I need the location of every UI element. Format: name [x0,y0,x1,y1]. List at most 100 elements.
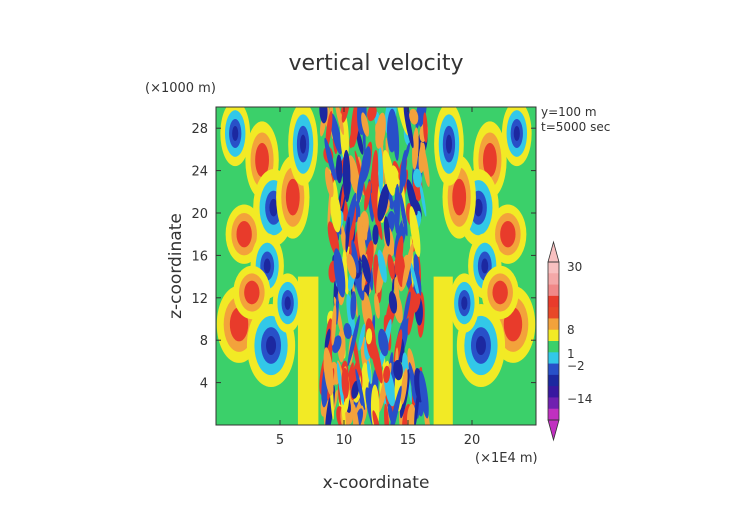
plume-streak [409,259,420,299]
plume-streak [361,254,371,284]
lobe-inner [244,280,260,305]
lobe-core [461,296,468,310]
plume-streak [364,180,372,211]
colorbar-label: −14 [567,392,592,406]
plume-streak [387,254,395,280]
plume-streak [394,235,404,276]
plume-streak [336,154,343,184]
plume-streak [355,368,366,411]
plume-streak [396,258,405,287]
plume-streak [383,365,391,383]
y-tick-label: 24 [191,165,208,180]
plume-streak [346,293,356,337]
plume-streak [377,183,389,222]
lobe-core [474,198,483,217]
side-band-1 [433,276,453,425]
colorbar-label: 8 [567,323,575,337]
colorbar-segment [548,341,559,353]
plume-streak [324,166,334,198]
colorbar-segment [548,329,559,342]
x-tick-label: 10 [336,433,353,448]
plume-streak [336,361,344,406]
y-tick-label: 16 [191,249,208,264]
colorbar-segment [548,284,559,297]
y-axis: 4 8 12 16 20 24 28 [191,122,536,392]
colorbar-label: 30 [567,260,582,274]
plume-streak [375,112,386,149]
lobe-core [284,296,291,310]
plume-streak [388,291,398,314]
y-tick-label: 4 [200,377,208,392]
colorbar-segment [548,397,559,410]
y-tick-label: 20 [191,207,208,222]
plume-streak [409,108,419,125]
plume-streak [384,403,390,425]
y-tick-label: 28 [191,122,208,137]
plume-streak [413,254,420,276]
plume-streak [360,146,371,183]
plume-streak [358,323,366,351]
x-tick-label: 20 [464,433,481,448]
colorbar-segment [548,363,559,376]
plume-streak [377,249,387,283]
plume-streak [347,155,361,196]
y-tick-label: 12 [191,292,208,307]
plume-streak [356,130,364,155]
x-tick-label: 5 [276,433,284,448]
plume-streak [351,239,359,274]
lobe-inner [236,221,252,248]
plot-area [216,107,536,425]
annotation-y: y=100 m [541,105,597,119]
colorbar-label: −2 [567,359,585,373]
y-axis-label: z-coordinate [166,213,186,319]
plume-streak [371,149,379,199]
annotation-t: t=5000 sec [541,120,610,134]
plume-streak [409,206,421,258]
plume-streak [399,149,407,194]
plume-streak [327,221,340,256]
plume-streak [378,146,384,196]
lobe-core [475,336,486,355]
colorbar-top-arrow [547,240,560,263]
lobe-core [481,258,489,274]
plume-streak [341,367,350,399]
lobe-inner [255,142,269,178]
plume-streak [347,315,360,367]
plume-streak [333,248,346,298]
lobe-inner [452,178,467,216]
chart-title: vertical velocity [288,51,463,76]
plume-streak [325,110,333,150]
plume-streak [374,293,380,319]
colorbar-segment [548,374,559,387]
plume-streak [370,192,383,240]
plume-streak [419,181,427,217]
contour-field [216,107,536,425]
lobe-core [513,126,520,141]
plume-streak [382,150,396,196]
colorbar: 30 8 1−2 −14 [547,240,592,442]
plume-streak [402,242,414,289]
x-axis: 5 10 15 20 [276,107,480,448]
colorbar-segment [548,408,559,421]
lobe-inner [492,280,508,305]
plume-streak [351,380,360,399]
plume-streak [341,107,351,123]
x-axis-label: x-coordinate [323,473,430,493]
plume-streak [414,386,420,425]
plume-streak [419,370,429,419]
plume-streak [389,385,402,425]
plume-streak [406,403,416,425]
plume-streak [330,113,343,155]
plume-streak [378,328,389,357]
plume-streak [400,368,408,405]
colorbar-segment [548,295,559,308]
plume-streak [331,304,337,346]
colorbar-segment [548,318,559,331]
plume-streak [412,293,421,313]
plume-streak [330,191,342,233]
lobe-core [269,198,278,217]
plume-streak [403,107,414,149]
plume-streak [369,333,383,384]
colorbar-label: 1 [567,347,575,361]
